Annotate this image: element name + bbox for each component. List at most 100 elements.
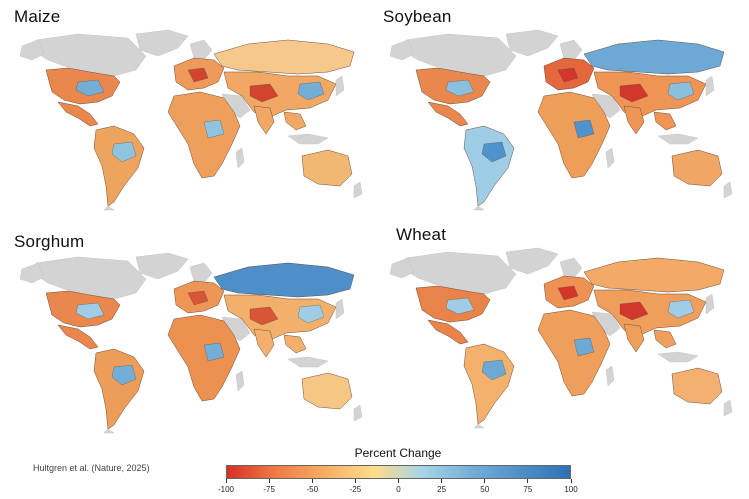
- legend-tick: [484, 479, 486, 483]
- seasia-change-region: [653, 329, 677, 349]
- india-change-region: [623, 105, 645, 135]
- panel-title: Soybean: [383, 7, 452, 26]
- legend-tick: [311, 479, 313, 483]
- alaska-land: [389, 39, 415, 61]
- africa-change-region: [167, 91, 241, 179]
- legend-tick: [225, 479, 227, 483]
- legend-tick-label: -25: [349, 485, 362, 494]
- japan-land: [705, 293, 715, 315]
- nz-land: [353, 404, 363, 422]
- madagascar-land: [605, 365, 615, 387]
- antarcticaHint-land: [103, 205, 115, 211]
- indonesia-land: [287, 356, 329, 368]
- legend-tick-label: 0: [396, 485, 401, 494]
- antarcticaHint-land: [103, 428, 115, 434]
- change-blob-3: [557, 285, 579, 301]
- change-blob-2: [297, 81, 325, 101]
- greenland-land: [135, 29, 189, 57]
- russia-change-region: [213, 39, 355, 75]
- panel-maize: Maize: [0, 0, 374, 215]
- legend-tick-label: 50: [480, 485, 490, 494]
- japan-land: [335, 298, 345, 320]
- legend-tick: [441, 479, 443, 483]
- change-blob-5: [573, 337, 595, 357]
- greenland-land: [505, 29, 559, 57]
- change-blob-5: [573, 119, 595, 139]
- change-blob-3: [187, 290, 209, 306]
- russia-change-region: [583, 257, 725, 293]
- seasia-change-region: [283, 111, 307, 131]
- scandinavia-land: [559, 257, 583, 279]
- legend-tick-label: 75: [523, 485, 533, 494]
- australia-change-region: [301, 372, 353, 410]
- change-blob-5: [203, 342, 225, 362]
- indonesia-land: [287, 133, 329, 145]
- change-blob-5: [203, 119, 225, 139]
- india-change-region: [253, 105, 275, 135]
- change-blob-0: [481, 359, 507, 381]
- legend-tick: [268, 479, 270, 483]
- australia-change-region: [671, 367, 723, 405]
- change-blob-4: [445, 297, 475, 315]
- australia-change-region: [301, 149, 353, 187]
- legend-tick-label: 25: [437, 485, 447, 494]
- panel-title: Sorghum: [14, 232, 85, 251]
- nz-land: [723, 399, 733, 417]
- change-blob-4: [75, 79, 105, 97]
- change-blob-1: [249, 83, 279, 103]
- legend-tick: [354, 479, 356, 483]
- change-blob-4: [445, 79, 475, 97]
- africa-change-region: [537, 309, 611, 397]
- samerica-change-region: [463, 343, 515, 425]
- greenland-land: [505, 247, 559, 275]
- seasia-change-region: [283, 334, 307, 354]
- legend-tick-label: -50: [306, 485, 319, 494]
- panel-wheat: Wheat: [374, 220, 749, 435]
- panel-title: Wheat: [396, 225, 447, 244]
- samerica-change-region: [93, 348, 145, 430]
- nz-land: [723, 181, 733, 199]
- change-blob-2: [667, 299, 695, 319]
- legend-tick-label: 100: [564, 485, 578, 494]
- madagascar-land: [605, 147, 615, 169]
- madagascar-land: [235, 370, 245, 392]
- mexico-change-region: [427, 101, 469, 127]
- scandinavia-land: [189, 262, 213, 284]
- nz-land: [353, 181, 363, 199]
- legend-tick: [570, 479, 572, 483]
- africa-change-region: [537, 91, 611, 179]
- legend-title: Percent Change: [354, 446, 442, 460]
- change-blob-0: [111, 141, 137, 163]
- indonesia-land: [657, 351, 699, 363]
- world-map: [19, 252, 363, 434]
- scandinavia-land: [189, 39, 213, 61]
- antarcticaHint-land: [473, 423, 485, 429]
- change-blob-1: [249, 306, 279, 326]
- japan-land: [335, 75, 345, 97]
- world-map: [389, 247, 733, 429]
- change-blob-3: [187, 67, 209, 83]
- panel-sorghum: Sorghum: [0, 225, 374, 440]
- legend-tick-label: -100: [217, 485, 234, 494]
- change-blob-0: [481, 141, 507, 163]
- world-map: [389, 29, 733, 211]
- alaska-land: [19, 39, 45, 61]
- russia-change-region: [583, 39, 725, 75]
- panel-soybean: Soybean: [374, 0, 749, 215]
- india-change-region: [253, 328, 275, 358]
- legend-tick: [527, 479, 529, 483]
- russia-change-region: [213, 262, 355, 298]
- scandinavia-land: [559, 39, 583, 61]
- alaska-land: [19, 262, 45, 284]
- change-blob-1: [619, 301, 649, 321]
- japan-land: [705, 75, 715, 97]
- mexico-change-region: [57, 101, 99, 127]
- africa-change-region: [167, 314, 241, 402]
- samerica-change-region: [463, 125, 515, 207]
- change-blob-4: [75, 302, 105, 320]
- legend-tick-label: -75: [263, 485, 275, 494]
- legend-colorbar: [226, 465, 571, 479]
- change-blob-3: [557, 67, 579, 83]
- australia-change-region: [671, 149, 723, 187]
- credit-text: Hultgren et al. (Nature, 2025): [33, 463, 150, 473]
